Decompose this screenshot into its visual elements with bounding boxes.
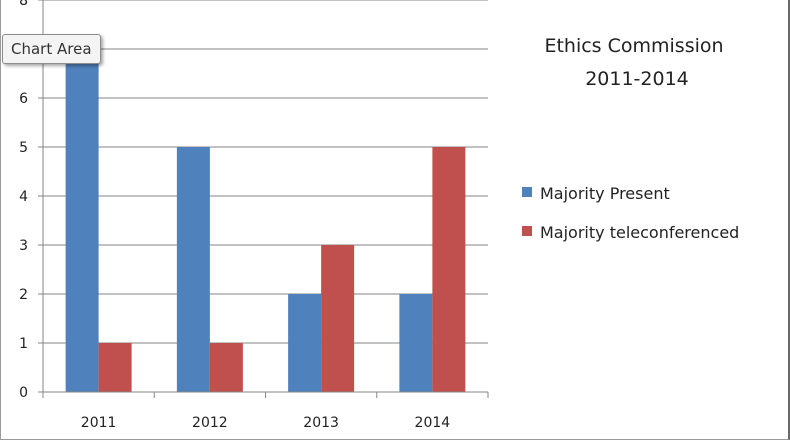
y-tick-label: 8 [19,0,28,9]
legend-label-majority-present: Majority Present [540,184,670,203]
y-tick-label: 3 [19,238,28,254]
bar-majority-present-2013[interactable] [288,294,322,392]
y-tick-label: 0 [19,385,28,401]
chart-title-line-1: Ethics Commission [544,35,723,57]
bars [65,49,466,392]
y-tick-label: 2 [19,287,28,303]
bar-majority-present-2014[interactable] [399,294,433,392]
y-tick-label: 4 [19,189,28,205]
y-tick-label: 1 [19,336,28,352]
bar-majority-teleconferenced-2012[interactable] [209,343,243,392]
bar-majority-teleconferenced-2013[interactable] [321,245,355,392]
x-tick-label: 2014 [415,415,451,431]
legend-swatch-majority-teleconferenced [522,226,532,236]
bar-majority-teleconferenced-2014[interactable] [432,147,466,392]
x-tick-label: 2013 [303,415,339,431]
gridlines [43,0,488,344]
chart-area-tooltip: Chart Area [2,34,101,64]
axes [38,0,489,398]
legend-label-majority-teleconferenced: Majority teleconferenced [540,223,739,242]
legend: Majority Present Majority teleconference… [522,184,739,242]
y-tick-label: 5 [19,140,28,156]
bar-majority-teleconferenced-2011[interactable] [98,343,132,392]
y-tick-label: 6 [19,91,28,107]
legend-swatch-majority-present [522,187,532,197]
chart-title: Ethics Commission 2011-2014 [544,35,723,90]
bar-majority-present-2011[interactable] [65,49,99,392]
x-tick-label: 2011 [81,415,117,431]
bar-majority-present-2012[interactable] [176,147,210,392]
x-tick-label: 2012 [192,415,228,431]
chart-title-line-2: 2011-2014 [585,68,689,90]
x-tick-labels: 2011 2012 2013 2014 [81,415,450,431]
